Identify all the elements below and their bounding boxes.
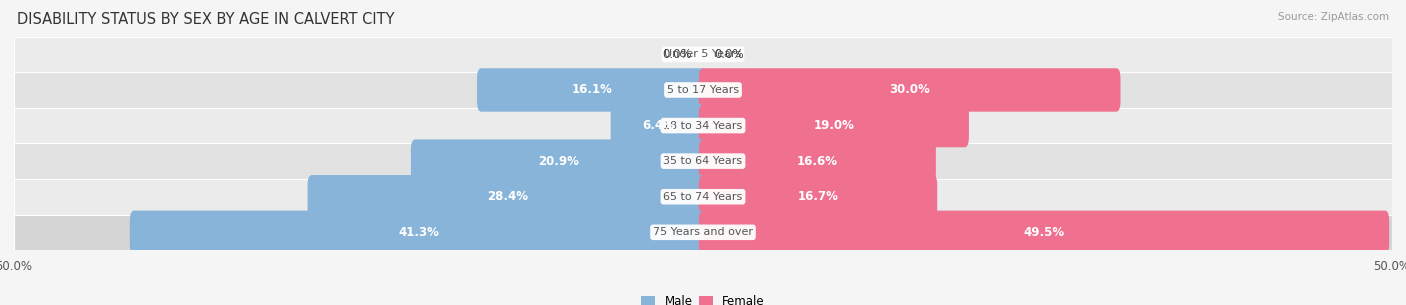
Bar xyxy=(14,72,1392,108)
Text: 41.3%: 41.3% xyxy=(398,226,439,239)
Text: 16.1%: 16.1% xyxy=(572,84,613,96)
Bar xyxy=(14,143,1392,179)
Text: 65 to 74 Years: 65 to 74 Years xyxy=(664,192,742,202)
Text: 49.5%: 49.5% xyxy=(1024,226,1064,239)
FancyBboxPatch shape xyxy=(699,175,938,218)
FancyBboxPatch shape xyxy=(699,210,1389,254)
Text: Source: ZipAtlas.com: Source: ZipAtlas.com xyxy=(1278,12,1389,22)
Text: 0.0%: 0.0% xyxy=(714,48,744,61)
Text: 0.0%: 0.0% xyxy=(662,48,692,61)
FancyBboxPatch shape xyxy=(610,104,707,147)
Text: 75 Years and over: 75 Years and over xyxy=(652,227,754,237)
FancyBboxPatch shape xyxy=(699,139,936,183)
FancyBboxPatch shape xyxy=(308,175,707,218)
FancyBboxPatch shape xyxy=(699,68,1121,112)
FancyBboxPatch shape xyxy=(477,68,707,112)
Legend: Male, Female: Male, Female xyxy=(637,290,769,305)
Bar xyxy=(14,179,1392,214)
Bar xyxy=(14,108,1392,143)
Text: 19.0%: 19.0% xyxy=(814,119,855,132)
Text: 20.9%: 20.9% xyxy=(538,155,579,168)
Bar xyxy=(14,214,1392,250)
Text: 16.7%: 16.7% xyxy=(797,190,838,203)
Text: 30.0%: 30.0% xyxy=(890,84,929,96)
Text: 6.4%: 6.4% xyxy=(643,119,675,132)
Text: DISABILITY STATUS BY SEX BY AGE IN CALVERT CITY: DISABILITY STATUS BY SEX BY AGE IN CALVE… xyxy=(17,12,394,27)
Text: 16.6%: 16.6% xyxy=(797,155,838,168)
Text: Under 5 Years: Under 5 Years xyxy=(665,49,741,59)
FancyBboxPatch shape xyxy=(129,210,707,254)
FancyBboxPatch shape xyxy=(699,104,969,147)
Text: 28.4%: 28.4% xyxy=(486,190,527,203)
FancyBboxPatch shape xyxy=(411,139,707,183)
Bar xyxy=(14,37,1392,72)
Text: 5 to 17 Years: 5 to 17 Years xyxy=(666,85,740,95)
Text: 35 to 64 Years: 35 to 64 Years xyxy=(664,156,742,166)
Text: 18 to 34 Years: 18 to 34 Years xyxy=(664,120,742,131)
